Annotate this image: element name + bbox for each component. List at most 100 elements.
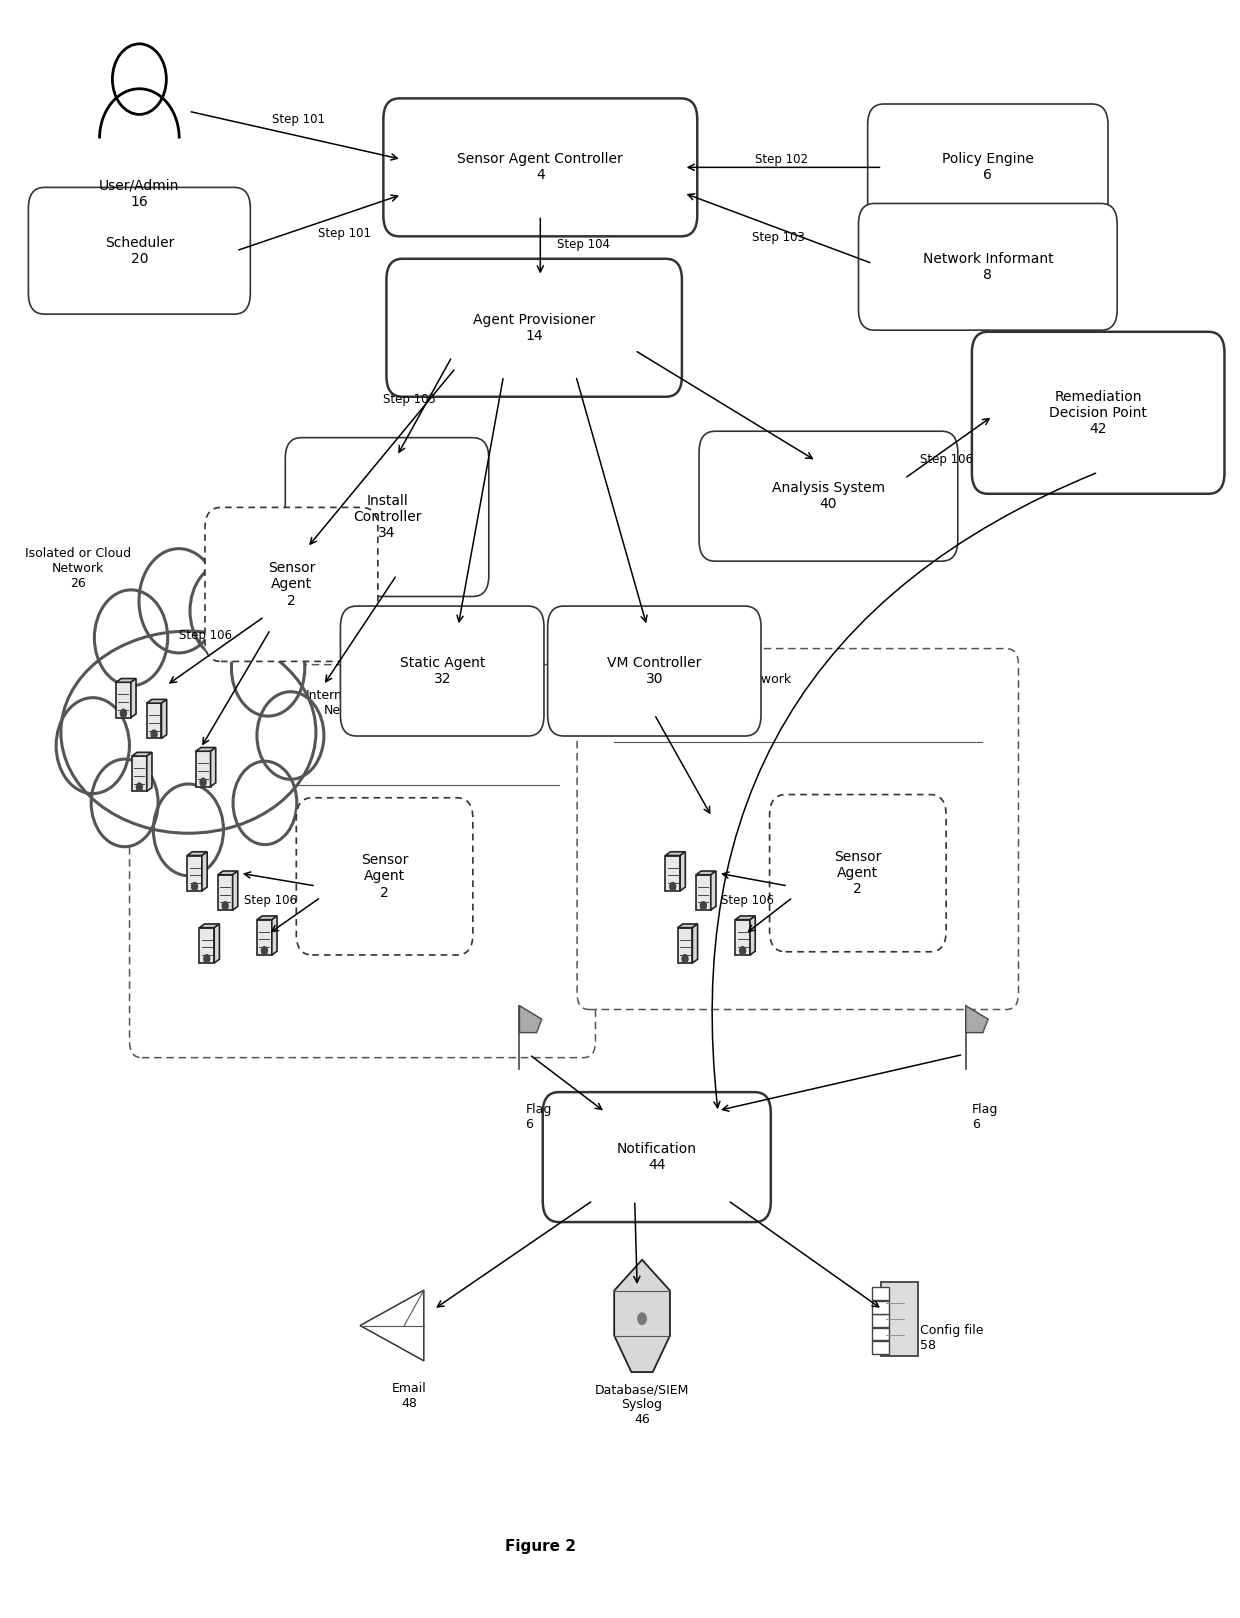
Polygon shape [146, 699, 166, 704]
Text: Step 102: Step 102 [755, 152, 808, 165]
Text: Step 103: Step 103 [751, 231, 805, 244]
Text: Database/SIEM
Syslog
46: Database/SIEM Syslog 46 [595, 1383, 689, 1427]
Polygon shape [200, 924, 219, 927]
Circle shape [139, 549, 218, 654]
Polygon shape [196, 751, 211, 786]
FancyBboxPatch shape [548, 607, 761, 736]
Text: Step 106: Step 106 [179, 629, 232, 642]
Polygon shape [681, 851, 686, 892]
FancyBboxPatch shape [543, 1092, 771, 1222]
FancyBboxPatch shape [868, 104, 1109, 231]
Polygon shape [257, 916, 277, 919]
Circle shape [739, 947, 746, 956]
Text: Agent Provisioner
14: Agent Provisioner 14 [472, 312, 595, 343]
Polygon shape [131, 752, 153, 756]
Text: Step 101: Step 101 [317, 227, 371, 239]
FancyBboxPatch shape [577, 649, 1018, 1010]
FancyBboxPatch shape [699, 432, 957, 561]
Polygon shape [131, 678, 136, 717]
Bar [872, 1301, 889, 1314]
Circle shape [260, 947, 268, 956]
Polygon shape [696, 875, 711, 909]
Text: Flag
6: Flag 6 [972, 1102, 998, 1131]
Text: Email
48: Email 48 [392, 1382, 427, 1409]
Circle shape [257, 693, 324, 780]
Text: Virtual Network
24: Virtual Network 24 [694, 673, 791, 701]
FancyBboxPatch shape [858, 204, 1117, 330]
Circle shape [94, 591, 167, 686]
Circle shape [120, 709, 128, 718]
Text: Sensor
Agent
2: Sensor Agent 2 [268, 561, 315, 608]
Polygon shape [677, 924, 698, 927]
Circle shape [670, 882, 676, 892]
Text: Install
Controller
34: Install Controller 34 [353, 493, 422, 540]
Polygon shape [187, 856, 202, 892]
Text: Step 104: Step 104 [557, 238, 610, 251]
Circle shape [56, 697, 129, 793]
Polygon shape [666, 851, 686, 856]
Circle shape [190, 563, 263, 659]
Text: Analysis System
40: Analysis System 40 [771, 481, 885, 511]
Polygon shape [131, 756, 146, 791]
Circle shape [135, 783, 143, 791]
Polygon shape [117, 678, 136, 683]
Bar [882, 1281, 918, 1356]
Polygon shape [161, 699, 166, 738]
Polygon shape [614, 1260, 670, 1372]
Polygon shape [146, 752, 153, 791]
Text: Sensor
Agent
2: Sensor Agent 2 [835, 849, 882, 896]
Text: Step 106: Step 106 [244, 893, 298, 908]
Text: Config file
58: Config file 58 [920, 1325, 983, 1353]
Polygon shape [215, 924, 219, 963]
Polygon shape [218, 875, 233, 909]
Polygon shape [711, 870, 715, 909]
FancyBboxPatch shape [972, 332, 1224, 493]
FancyBboxPatch shape [770, 794, 946, 951]
Text: Notification
44: Notification 44 [616, 1142, 697, 1171]
FancyBboxPatch shape [205, 508, 378, 662]
Polygon shape [218, 870, 238, 875]
Bar [872, 1341, 889, 1354]
Polygon shape [735, 919, 750, 955]
FancyBboxPatch shape [285, 437, 489, 597]
Text: Figure 2: Figure 2 [505, 1539, 575, 1555]
Polygon shape [257, 919, 272, 955]
FancyBboxPatch shape [29, 188, 250, 314]
Text: Static Agent
32: Static Agent 32 [399, 655, 485, 686]
Polygon shape [750, 916, 755, 955]
Polygon shape [696, 870, 715, 875]
Polygon shape [187, 851, 207, 856]
FancyBboxPatch shape [383, 99, 697, 236]
Text: Scheduler
20: Scheduler 20 [104, 236, 174, 265]
Bar [872, 1327, 889, 1340]
Circle shape [681, 955, 688, 964]
Circle shape [699, 901, 707, 911]
Text: Policy Engine
6: Policy Engine 6 [942, 152, 1034, 183]
Text: Isolated or Cloud
Network
26: Isolated or Cloud Network 26 [25, 547, 131, 591]
Circle shape [200, 778, 207, 786]
Text: Flag
6: Flag 6 [526, 1102, 552, 1131]
Polygon shape [966, 1006, 988, 1032]
Polygon shape [272, 916, 277, 955]
Circle shape [92, 759, 159, 846]
Text: Step 105: Step 105 [383, 393, 435, 406]
Polygon shape [146, 704, 161, 738]
FancyBboxPatch shape [296, 798, 472, 955]
Polygon shape [666, 856, 681, 892]
Circle shape [150, 730, 157, 739]
Ellipse shape [61, 631, 316, 833]
Text: Internal/Static
Network
22: Internal/Static Network 22 [306, 689, 394, 731]
Polygon shape [117, 683, 131, 717]
Text: Remediation
Decision Point
42: Remediation Decision Point 42 [1049, 390, 1147, 435]
Circle shape [191, 882, 198, 892]
FancyBboxPatch shape [129, 665, 595, 1058]
Bar [872, 1314, 889, 1327]
Text: VM Controller
30: VM Controller 30 [608, 655, 702, 686]
Polygon shape [202, 851, 207, 892]
Polygon shape [233, 870, 238, 909]
Polygon shape [692, 924, 698, 963]
Text: Sensor
Agent
2: Sensor Agent 2 [361, 853, 408, 900]
Circle shape [233, 760, 296, 845]
FancyBboxPatch shape [341, 607, 544, 736]
Text: Step 101: Step 101 [273, 113, 325, 126]
